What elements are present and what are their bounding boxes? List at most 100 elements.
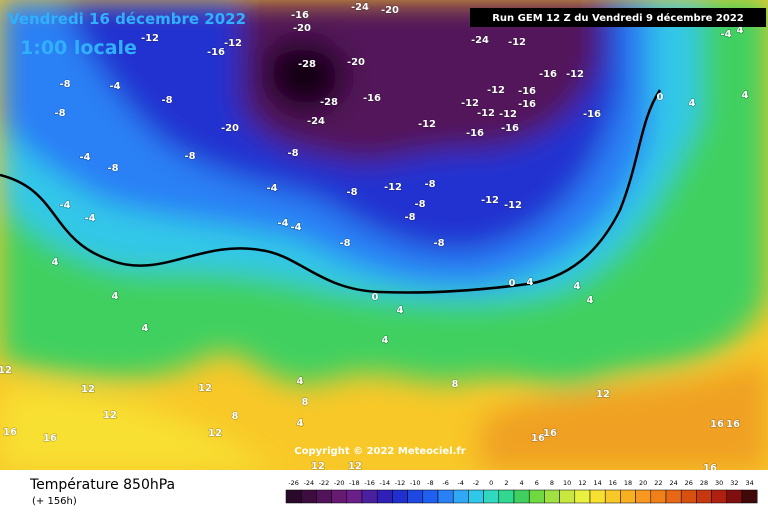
- legend-swatch: [422, 489, 439, 504]
- legend-swatch: [559, 489, 576, 504]
- contour-label: -20: [381, 5, 399, 16]
- contour-label: 16: [3, 427, 17, 438]
- legend-label: 24: [669, 479, 677, 487]
- contour-label: 4: [397, 305, 404, 316]
- legend-swatch: [468, 489, 484, 504]
- legend-label: -2: [473, 479, 479, 487]
- contour-label: -4: [266, 183, 277, 194]
- legend-label: -10: [410, 479, 421, 487]
- legend-swatch: [437, 489, 454, 504]
- footer-title: Température 850hPa: [29, 477, 175, 493]
- legend-swatch: [331, 489, 348, 504]
- contour-label: -16: [583, 109, 601, 120]
- contour-label: -4: [79, 152, 90, 163]
- copyright: Copyright © 2022 Meteociel.fr: [294, 446, 465, 457]
- contour-label: 12: [0, 365, 12, 376]
- contour-label: -16: [518, 99, 536, 110]
- legend-label: 34: [745, 479, 753, 487]
- contour-label: 16: [726, 419, 740, 430]
- legend-swatch: [528, 489, 545, 504]
- contour-label: -12: [566, 69, 584, 80]
- contour-label: 8: [302, 397, 309, 408]
- contour-label: 4: [737, 25, 744, 36]
- legend-swatch: [680, 489, 697, 504]
- contour-label: -8: [404, 212, 415, 223]
- contour-label: 4: [52, 257, 59, 268]
- legend-swatch: [376, 489, 393, 504]
- contour-label: -20: [293, 23, 311, 34]
- legend-label: -8: [427, 479, 433, 487]
- legend-label: 10: [563, 479, 571, 487]
- legend-swatch: [316, 489, 332, 504]
- time: 1:00 locale: [20, 37, 137, 59]
- legend-label: 18: [624, 479, 632, 487]
- contour-label: -8: [59, 79, 70, 90]
- legend-label: -22: [319, 479, 330, 487]
- contour-label: 16: [531, 433, 545, 444]
- contour-label: 4: [297, 376, 304, 387]
- legend-label: 8: [550, 479, 554, 487]
- contour-label: 4: [689, 98, 696, 109]
- contour-label: 4: [112, 291, 119, 302]
- legend-swatch: [726, 489, 743, 504]
- contour-label: 0: [509, 278, 516, 289]
- contour-label: -12: [384, 182, 402, 193]
- contour-label: 4: [297, 418, 304, 429]
- legend-label: 28: [700, 479, 708, 487]
- contour-label: 16: [543, 428, 557, 439]
- legend-label: 16: [609, 479, 617, 487]
- contour-label: -20: [347, 57, 365, 68]
- legend-swatch: [407, 489, 424, 504]
- legend-swatch: [361, 489, 378, 504]
- legend-label: -14: [379, 479, 390, 487]
- contour-label: -20: [221, 123, 239, 134]
- contour-label: 12: [311, 461, 325, 472]
- legend-label: -18: [349, 479, 360, 487]
- contour-label: -8: [184, 151, 195, 162]
- contour-label: -28: [298, 59, 316, 70]
- contour-label: 8: [232, 411, 239, 422]
- legend-swatch: [696, 489, 712, 504]
- legend-swatch: [452, 489, 469, 504]
- contour-label: -8: [346, 187, 357, 198]
- contour-label: 4: [587, 295, 594, 306]
- legend-swatch: [589, 489, 606, 504]
- legend-swatch: [620, 489, 636, 504]
- legend-swatch: [513, 489, 530, 504]
- contour-label: -4: [84, 213, 95, 224]
- contour-label: -8: [433, 238, 444, 249]
- contour-label: 12: [348, 461, 362, 472]
- contour-label: 4: [382, 335, 389, 346]
- legend-label: -16: [364, 479, 375, 487]
- date: Vendredi 16 décembre 2022: [8, 10, 246, 28]
- contour-label: -16: [291, 10, 309, 21]
- contour-label: -16: [539, 69, 557, 80]
- legend-label: 0: [489, 479, 493, 487]
- contour-label: -12: [461, 98, 479, 109]
- map: [0, 0, 768, 470]
- contour-label: -12: [487, 85, 505, 96]
- contour-label: 4: [527, 277, 534, 288]
- contour-label: 4: [142, 323, 149, 334]
- contour-label: -16: [518, 86, 536, 97]
- legend-swatch: [285, 489, 302, 504]
- contour-label: -24: [471, 35, 489, 46]
- contour-label: -12: [418, 119, 436, 130]
- contour-label: -8: [161, 95, 172, 106]
- contour-label: -24: [307, 116, 325, 127]
- contour-label: -8: [107, 163, 118, 174]
- contour-label: 16: [43, 433, 57, 444]
- contour-label: -12: [481, 195, 499, 206]
- contour-label: -8: [287, 148, 298, 159]
- contour-label: 4: [574, 281, 581, 292]
- contour-label: -16: [501, 123, 519, 134]
- legend-label: 30: [715, 479, 723, 487]
- contour-label: 16: [710, 419, 724, 430]
- legend-swatch: [574, 489, 591, 504]
- contour-label: -12: [477, 108, 495, 119]
- legend-label: -26: [288, 479, 299, 487]
- contour-label: -4: [109, 81, 120, 92]
- legend-swatch: [711, 489, 728, 504]
- run: Run GEM 12 Z du Vendredi 9 décembre 2022: [492, 12, 744, 24]
